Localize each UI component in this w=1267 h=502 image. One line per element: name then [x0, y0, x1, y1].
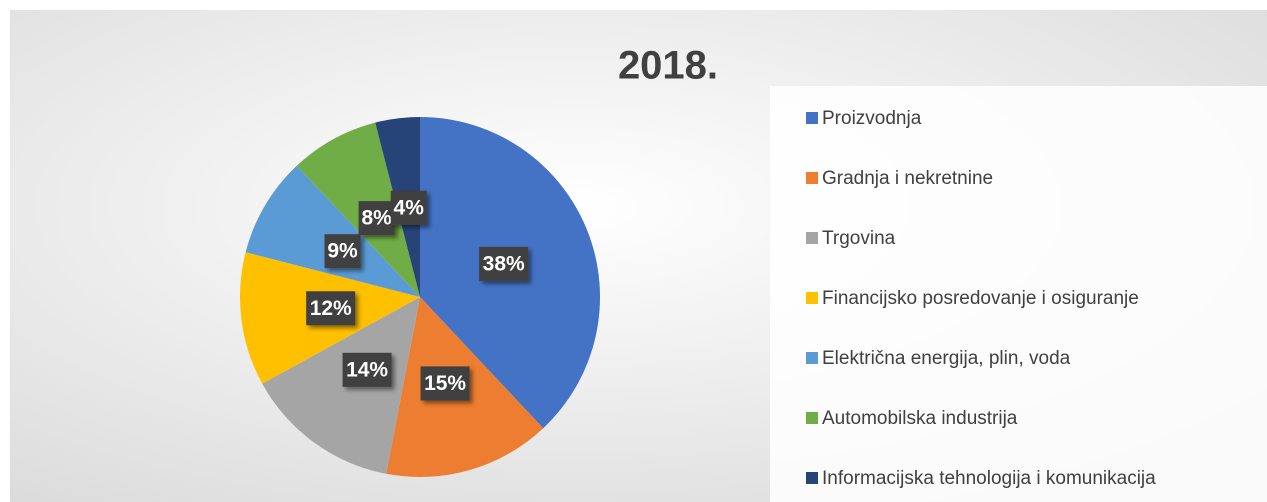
- data-label-box: [342, 352, 392, 387]
- legend-label: Automobilska industrija: [822, 408, 1018, 429]
- legend-swatch: [806, 172, 818, 184]
- data-label: 38%: [483, 252, 525, 275]
- data-label-box: [479, 246, 529, 281]
- legend-swatch: [806, 352, 818, 364]
- data-label-box: [390, 190, 427, 225]
- data-label-box: [306, 291, 356, 326]
- legend-box: [770, 86, 1267, 502]
- legend-swatch: [806, 232, 818, 244]
- pie-slice: [262, 297, 420, 474]
- data-label-box: [324, 234, 361, 269]
- legend-swatch: [806, 412, 818, 424]
- data-label-box: [358, 201, 395, 236]
- data-label: 15%: [424, 372, 466, 395]
- legend-label: Informacijska tehnologija i komunikacija: [822, 468, 1156, 489]
- data-label: 12%: [310, 297, 352, 320]
- data-label: 9%: [327, 240, 358, 263]
- data-label: 4%: [394, 196, 425, 219]
- legend-label: Financijsko posredovanje i osiguranje: [822, 288, 1139, 309]
- legend-label: Trgovina: [822, 228, 896, 249]
- legend-swatch: [806, 472, 818, 484]
- legend-label: Električna energija, plin, voda: [822, 348, 1071, 369]
- data-label: 14%: [346, 358, 388, 381]
- legend-label: Gradnja i nekretnine: [822, 168, 993, 189]
- data-label: 8%: [361, 207, 392, 230]
- pie-slice: [296, 122, 420, 297]
- legend-swatch: [806, 112, 818, 124]
- legend-swatch: [806, 292, 818, 304]
- pie-slice: [245, 165, 420, 297]
- chart-title: 2018.: [618, 44, 718, 88]
- legend-label: Proizvodnja: [822, 108, 922, 129]
- data-label-box: [420, 366, 470, 401]
